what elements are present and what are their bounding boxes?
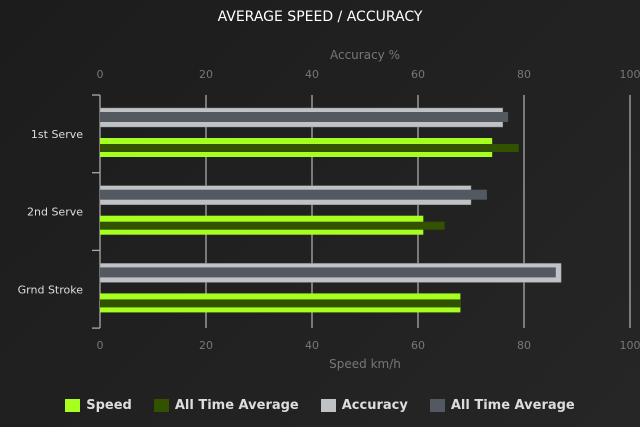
legend-swatch bbox=[65, 399, 81, 412]
top-tick-label: 100 bbox=[620, 68, 640, 81]
bar-speed-all-time-average bbox=[100, 299, 461, 308]
top-tick-label: 60 bbox=[411, 68, 425, 81]
legend-label: All Time Average bbox=[174, 398, 299, 413]
bar-accuracy-all-time-average bbox=[100, 267, 556, 278]
legend-label: All Time Average bbox=[450, 398, 575, 413]
bar-accuracy-all-time-average bbox=[100, 189, 487, 200]
category-label: 1st Serve bbox=[31, 128, 83, 141]
bottom-tick-label: 20 bbox=[199, 339, 213, 352]
legend-swatch bbox=[320, 399, 336, 412]
legend-item[interactable]: Accuracy bbox=[320, 398, 408, 413]
bar-accuracy-all-time-average bbox=[100, 112, 509, 122]
legend-label: Accuracy bbox=[341, 398, 408, 413]
bar-speed-all-time-average bbox=[100, 144, 519, 152]
chart-title: AVERAGE SPEED / ACCURACY bbox=[218, 9, 423, 25]
bottom-tick-label: 40 bbox=[305, 339, 319, 352]
category-label: Grnd Stroke bbox=[18, 283, 84, 296]
top-tick-label: 0 bbox=[97, 68, 104, 81]
top-tick-label: 20 bbox=[199, 68, 213, 81]
bar-speed-all-time-average bbox=[100, 221, 445, 230]
legend-swatch bbox=[429, 399, 445, 412]
legend-label: Speed bbox=[86, 398, 132, 413]
bottom-tick-label: 60 bbox=[411, 339, 425, 352]
top-tick-label: 80 bbox=[517, 68, 531, 81]
bottom-tick-label: 80 bbox=[517, 339, 531, 352]
legend-item[interactable]: All Time Average bbox=[429, 398, 575, 413]
top-axis-title: Accuracy % bbox=[330, 48, 400, 62]
legend-item[interactable]: All Time Average bbox=[153, 398, 299, 413]
category-label: 2nd Serve bbox=[27, 206, 83, 219]
bottom-tick-label: 0 bbox=[97, 339, 104, 352]
legend: Speed All Time Average Accuracy All Time Av… bbox=[0, 398, 640, 413]
bottom-tick-label: 100 bbox=[620, 339, 640, 352]
legend-item[interactable]: Speed bbox=[65, 398, 132, 413]
legend-swatch bbox=[153, 399, 169, 412]
bottom-axis-title: Speed km/h bbox=[329, 357, 401, 371]
top-tick-label: 40 bbox=[305, 68, 319, 81]
